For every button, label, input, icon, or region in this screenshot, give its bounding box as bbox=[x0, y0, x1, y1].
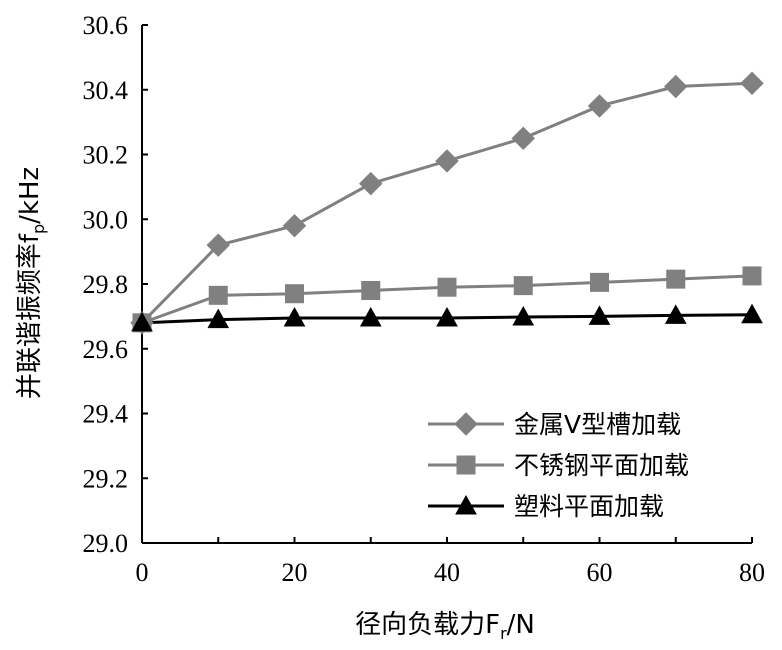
y-tick-label: 30.4 bbox=[83, 76, 129, 105]
data-point-triangle bbox=[359, 306, 382, 327]
y-tick-label: 30.0 bbox=[83, 205, 129, 234]
x-axis-title-main: 径向负载力F bbox=[355, 610, 500, 640]
data-point-square bbox=[590, 272, 609, 292]
legend-label: 金属V型槽加载 bbox=[514, 410, 681, 439]
data-point-triangle bbox=[741, 303, 763, 324]
data-point-triangle bbox=[207, 308, 230, 329]
y-tick-label: 29.6 bbox=[83, 335, 129, 364]
y-axis-title-main: 并联谐振频率f bbox=[15, 233, 45, 399]
data-point-triangle bbox=[131, 311, 153, 332]
x-axis-title-subscript: r bbox=[500, 624, 507, 643]
data-point-diamond bbox=[359, 171, 383, 196]
data-point-triangle bbox=[588, 305, 611, 325]
data-point-diamond bbox=[282, 214, 307, 238]
y-tick-label: 29.0 bbox=[83, 529, 129, 558]
x-tick-label: 20 bbox=[282, 558, 308, 587]
data-point-square bbox=[513, 276, 533, 296]
data-point-square bbox=[361, 280, 381, 300]
data-point-square bbox=[437, 277, 457, 297]
data-point-diamond bbox=[206, 233, 230, 257]
legend-marker-diamond bbox=[454, 412, 478, 436]
data-point-diamond bbox=[664, 74, 688, 99]
y-tick-label: 30.6 bbox=[83, 11, 129, 40]
x-tick-label: 0 bbox=[136, 558, 149, 587]
y-axis-title-subscript: p bbox=[29, 224, 48, 234]
data-point-diamond bbox=[511, 126, 535, 151]
y-axis-ticks: 29.0 29.2 29.4 29.6 29.8 30.0 30.2 30.4 30.6 bbox=[83, 11, 148, 558]
x-tick-label: 80 bbox=[739, 558, 765, 587]
series-group bbox=[130, 71, 764, 335]
legend-label: 塑料平面加载 bbox=[514, 492, 664, 521]
x-axis-title-unit: /N bbox=[507, 610, 535, 640]
x-tick-label: 40 bbox=[434, 558, 460, 587]
y-axis-title-unit: /kHz bbox=[15, 167, 45, 224]
y-tick-label: 29.2 bbox=[83, 464, 129, 493]
x-tick-label: 60 bbox=[587, 558, 613, 587]
x-axis-title: 径向负载力Fr/N bbox=[355, 610, 535, 643]
y-axis-title: 并联谐振频率fp/kHz bbox=[15, 167, 48, 399]
data-point-triangle bbox=[512, 305, 535, 326]
data-point-triangle bbox=[664, 304, 687, 324]
data-point-diamond bbox=[435, 149, 459, 173]
y-tick-label: 29.8 bbox=[83, 270, 129, 299]
data-point-diamond bbox=[587, 94, 612, 118]
data-point-square bbox=[208, 285, 228, 305]
y-tick-label: 29.4 bbox=[83, 400, 129, 429]
data-point-diamond bbox=[740, 71, 764, 95]
data-point-square bbox=[742, 266, 762, 286]
y-tick-label: 30.2 bbox=[83, 141, 129, 170]
legend-label: 不锈钢平面加载 bbox=[514, 451, 689, 480]
data-point-square bbox=[285, 284, 304, 304]
data-point-square bbox=[666, 269, 686, 289]
data-point-triangle bbox=[436, 306, 458, 327]
legend-marker-triangle bbox=[455, 494, 477, 515]
legend-marker-square bbox=[456, 455, 476, 475]
x-axis-ticks: 0 20 40 60 80 bbox=[136, 537, 765, 587]
data-point-triangle bbox=[283, 306, 306, 327]
